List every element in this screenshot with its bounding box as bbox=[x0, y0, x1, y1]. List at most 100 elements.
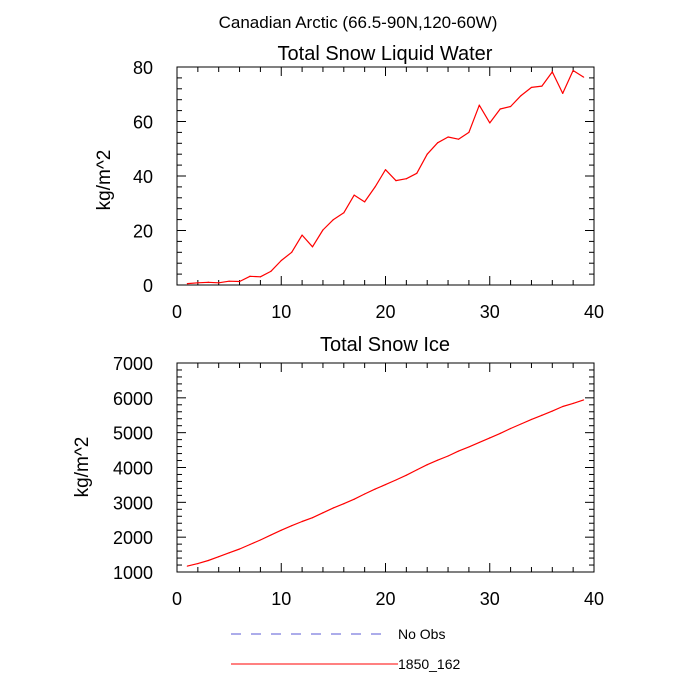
data-point bbox=[416, 469, 418, 471]
data-point bbox=[395, 180, 397, 182]
data-point bbox=[322, 512, 324, 514]
data-point bbox=[489, 122, 491, 124]
y-tick-label: 40 bbox=[133, 167, 153, 187]
data-point bbox=[270, 534, 272, 536]
data-point bbox=[572, 69, 574, 72]
data-point bbox=[218, 556, 220, 558]
panel-title: Total Snow Liquid Water bbox=[278, 43, 493, 65]
data-point bbox=[447, 136, 449, 138]
data-point bbox=[395, 479, 397, 481]
data-point bbox=[259, 539, 261, 541]
data-point bbox=[301, 234, 303, 236]
data-point bbox=[207, 559, 209, 562]
data-point bbox=[541, 85, 543, 87]
data-point bbox=[238, 548, 241, 550]
data-point bbox=[468, 446, 470, 448]
data-point bbox=[353, 194, 355, 196]
data-point bbox=[197, 282, 199, 284]
series-line bbox=[187, 69, 584, 285]
data-point bbox=[280, 529, 282, 531]
y-tick-label: 5000 bbox=[113, 424, 153, 444]
y-tick-label: 20 bbox=[133, 222, 153, 242]
data-point bbox=[426, 153, 428, 155]
data-point bbox=[437, 142, 439, 144]
legend-label-no-obs: No Obs bbox=[398, 626, 445, 642]
data-point bbox=[228, 552, 230, 554]
data-point bbox=[510, 427, 512, 430]
data-point bbox=[551, 71, 553, 73]
data-point bbox=[499, 432, 501, 434]
data-point bbox=[551, 410, 553, 412]
data-point bbox=[374, 488, 376, 490]
x-tick-label: 40 bbox=[584, 589, 604, 609]
data-point bbox=[426, 464, 428, 466]
data-point bbox=[478, 441, 480, 444]
data-point bbox=[447, 455, 449, 457]
legend: No Obs 1850_162 bbox=[231, 626, 461, 672]
data-point bbox=[249, 543, 251, 546]
x-tick-label: 30 bbox=[480, 302, 500, 322]
x-tick-label: 10 bbox=[271, 589, 291, 609]
data-point bbox=[562, 405, 564, 408]
data-point bbox=[332, 507, 334, 509]
y-tick-label: 3000 bbox=[113, 493, 153, 513]
data-point bbox=[311, 517, 314, 519]
data-point bbox=[489, 437, 491, 439]
data-point bbox=[499, 108, 501, 110]
data-point bbox=[405, 178, 407, 180]
data-point bbox=[562, 92, 564, 95]
data-point bbox=[301, 520, 303, 523]
data-point bbox=[249, 275, 251, 277]
snow-ice-panel: Total Snow Ice kg/m^2 0 10 20 30 40 1000 2000 3… bbox=[72, 334, 604, 609]
plot-frame bbox=[176, 66, 595, 286]
data-point bbox=[311, 246, 314, 248]
y-axis-label: kg/m^2 bbox=[94, 150, 115, 211]
data-point bbox=[582, 76, 585, 78]
data-point bbox=[353, 498, 355, 500]
data-point bbox=[405, 474, 407, 476]
x-tick-label: 20 bbox=[375, 589, 395, 609]
plot-frame bbox=[176, 362, 595, 573]
data-point bbox=[530, 418, 533, 421]
data-point bbox=[218, 282, 220, 284]
data-point bbox=[478, 104, 480, 106]
y-axis-label: kg/m^2 bbox=[72, 437, 93, 498]
x-tick-label: 30 bbox=[480, 589, 500, 609]
data-point bbox=[510, 105, 512, 108]
legend-label-1850-162: 1850_162 bbox=[398, 656, 461, 672]
data-point bbox=[572, 402, 574, 405]
x-tick-label: 20 bbox=[375, 302, 395, 322]
data-point bbox=[197, 563, 199, 565]
data-point bbox=[280, 259, 282, 262]
data-point bbox=[259, 276, 261, 278]
y-tick-label: 2000 bbox=[113, 528, 153, 548]
x-tick-label: 0 bbox=[172, 302, 182, 322]
data-point bbox=[468, 131, 470, 133]
data-point bbox=[437, 459, 439, 461]
series-line bbox=[187, 399, 584, 567]
data-point bbox=[322, 229, 324, 231]
data-point bbox=[343, 503, 345, 505]
y-tick-label: 4000 bbox=[113, 459, 153, 479]
data-point bbox=[374, 186, 376, 188]
data-point bbox=[520, 95, 522, 97]
data-point bbox=[530, 86, 533, 89]
y-tick-label: 80 bbox=[133, 58, 153, 78]
y-tick-label: 60 bbox=[133, 113, 153, 133]
data-point bbox=[291, 251, 293, 253]
data-point bbox=[186, 283, 189, 285]
y-tick-label: 6000 bbox=[113, 389, 153, 409]
data-point bbox=[343, 212, 345, 214]
x-tick-label: 0 bbox=[172, 589, 182, 609]
data-point bbox=[270, 270, 272, 272]
data-point bbox=[291, 525, 293, 527]
data-point bbox=[416, 172, 418, 174]
data-point bbox=[238, 280, 241, 283]
x-tick-label: 40 bbox=[584, 302, 604, 322]
data-point bbox=[364, 201, 366, 203]
data-point bbox=[228, 280, 230, 282]
snow-liquid-water-panel: Total Snow Liquid Water kg/m^2 0 10 20 30 40… bbox=[94, 43, 604, 322]
data-point bbox=[541, 414, 543, 416]
data-point bbox=[582, 399, 585, 401]
